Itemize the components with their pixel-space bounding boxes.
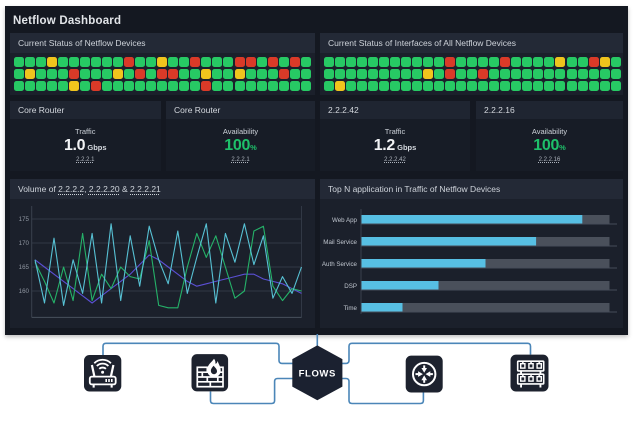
svg-text:Time: Time bbox=[343, 305, 357, 312]
svg-text:FLOWS: FLOWS bbox=[299, 369, 336, 380]
svg-text:175: 175 bbox=[19, 216, 30, 223]
svg-text:Mail Service: Mail Service bbox=[323, 239, 357, 246]
svg-text:165: 165 bbox=[19, 264, 30, 271]
svg-text:DSP: DSP bbox=[344, 283, 357, 290]
svg-text:Auth Service: Auth Service bbox=[322, 261, 358, 268]
svg-text:Web App: Web App bbox=[332, 217, 358, 224]
svg-text:170: 170 bbox=[19, 240, 30, 247]
svg-text:160: 160 bbox=[19, 288, 30, 295]
